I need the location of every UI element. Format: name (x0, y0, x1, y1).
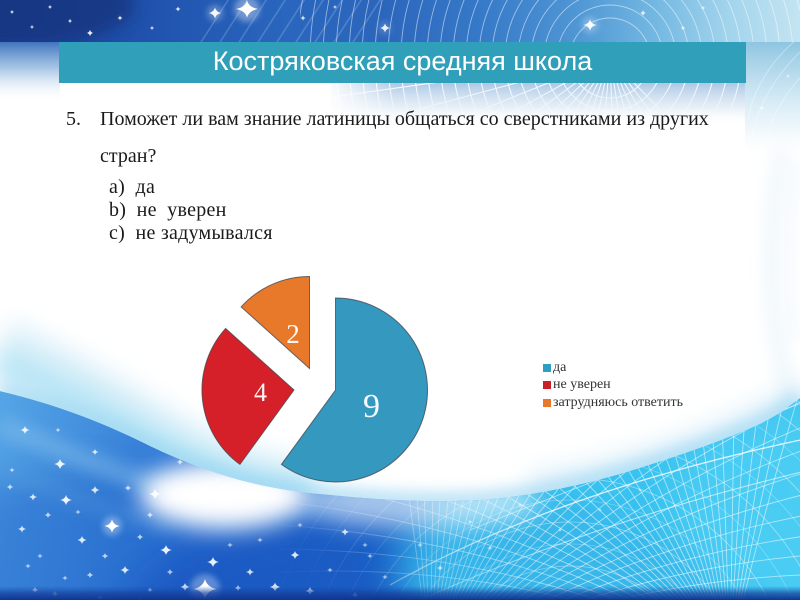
svg-text:2: 2 (286, 319, 300, 349)
svg-text:9: 9 (363, 388, 380, 425)
svg-text:4: 4 (254, 378, 267, 407)
